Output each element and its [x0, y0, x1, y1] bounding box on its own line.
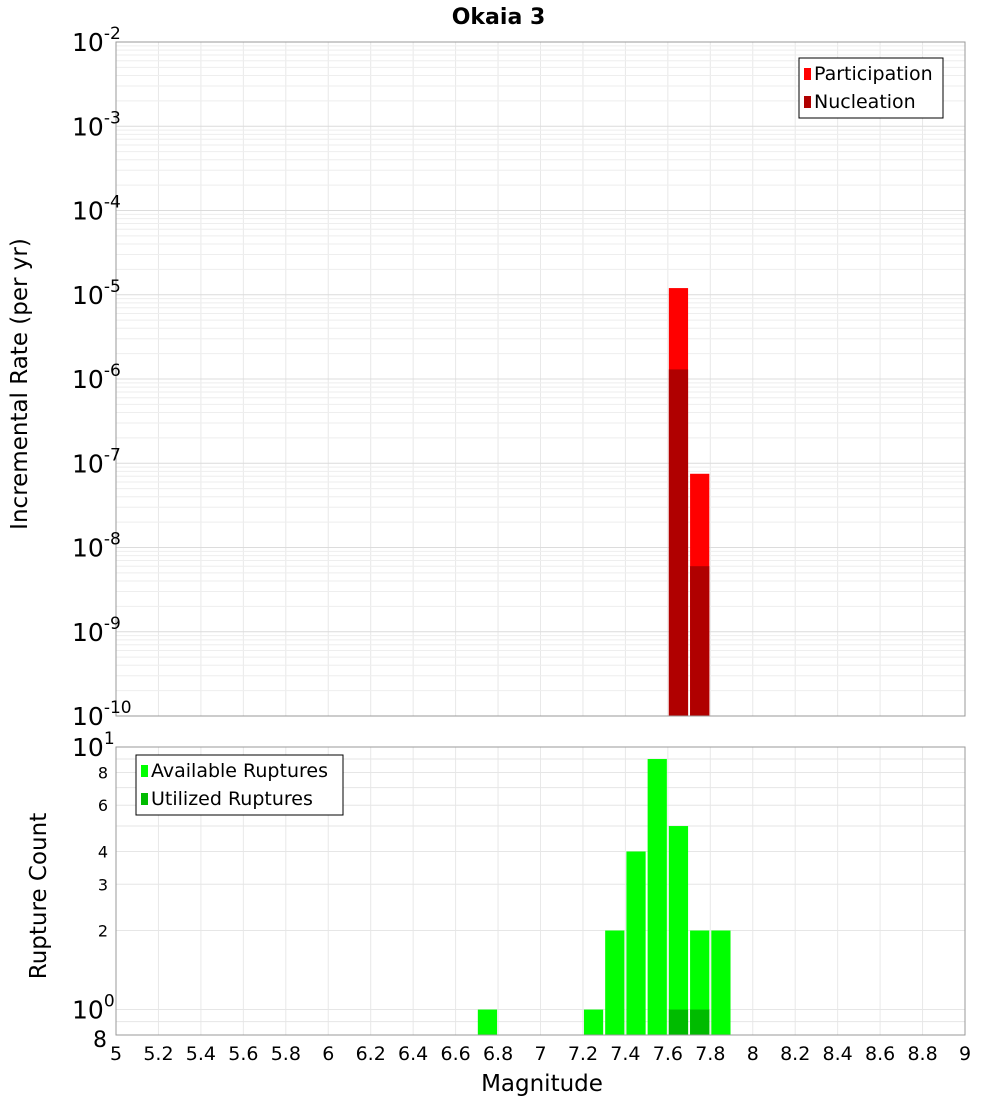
bottom-bar-available-ruptures: [626, 851, 646, 1035]
bottom-ytick-minor-label: 8: [93, 1028, 107, 1053]
xtick-label: 5.2: [143, 1043, 173, 1065]
bottom-bar-available-ruptures: [690, 930, 710, 1035]
bottom-ytick-minor-label: 3: [98, 875, 108, 894]
top-ytick-label: 10-5: [72, 277, 121, 310]
top-ytick-label: 10-4: [72, 193, 121, 226]
xtick-label: 8.4: [823, 1043, 853, 1065]
xtick-label: 8.6: [865, 1043, 895, 1065]
bottom-ytick-major-label: 101: [72, 729, 115, 762]
top-legend-label: Nucleation: [814, 91, 916, 113]
top-bar-nucleation: [690, 566, 710, 716]
bottom-ytick-major-label: 100: [72, 992, 115, 1025]
xtick-label: 7.4: [610, 1043, 640, 1065]
bottom-legend-label: Utilized Ruptures: [151, 788, 313, 810]
bottom-bar-available-ruptures: [477, 1009, 498, 1035]
xtick-label: 6.2: [356, 1043, 386, 1065]
xtick-label: 5.4: [186, 1043, 216, 1065]
top-plot-frame: [115, 41, 966, 717]
top-ytick-label: 10-6: [72, 361, 121, 394]
bottom-bar-available-ruptures: [583, 1009, 604, 1035]
xtick-label: 5: [110, 1043, 122, 1065]
bottom-ytick-minor-label: 6: [98, 796, 108, 815]
xtick-label: 6: [322, 1043, 334, 1065]
top-y-axis-title: Incremental Rate (per yr): [7, 238, 33, 530]
top-grid: [115, 42, 966, 717]
xtick-label: 8.2: [780, 1043, 810, 1065]
xtick-label: 6.4: [398, 1043, 428, 1065]
xtick-label: 7: [534, 1043, 546, 1065]
xtick-label: 7.8: [695, 1043, 725, 1065]
bottom-bar-available-ruptures: [647, 759, 667, 1035]
top-ytick-label: 10-10: [72, 698, 132, 731]
top-legend-swatch: [804, 96, 811, 108]
bottom-bar-available-ruptures: [605, 930, 625, 1035]
bottom-bar-utilized-ruptures: [668, 1009, 689, 1035]
bottom-ytick-minor-label: 8: [98, 763, 108, 782]
bottom-legend-box: [135, 754, 344, 816]
bottom-ytick-minor-label: 2: [98, 922, 108, 941]
xtick-label: 6.8: [483, 1043, 513, 1065]
xtick-label: 5.6: [228, 1043, 258, 1065]
bottom-bar-available-ruptures: [668, 826, 689, 1035]
top-ytick-label: 10-8: [72, 530, 121, 563]
chart-title: Okaia 3: [452, 5, 546, 30]
bottom-plot-frame: [115, 746, 966, 1036]
bottom-y-axis-title: Rupture Count: [26, 813, 52, 979]
xtick-label: 8: [747, 1043, 759, 1065]
top-legend: Participation Nucleation: [798, 57, 944, 119]
bottom-legend: Available Ruptures Utilized Ruptures: [135, 754, 344, 816]
xtick-label: 6.6: [440, 1043, 470, 1065]
bottom-legend-swatch: [141, 793, 148, 805]
xtick-label: 8.8: [907, 1043, 937, 1065]
top-legend-label: Participation: [814, 63, 933, 85]
bottom-bar-utilized-ruptures: [690, 1009, 710, 1035]
top-ytick-label: 10-7: [72, 445, 121, 478]
xtick-label: 7.2: [568, 1043, 598, 1065]
bottom-legend-swatch: [141, 765, 148, 777]
bottom-bar-available-ruptures: [711, 930, 731, 1035]
top-bar-nucleation: [668, 369, 689, 716]
top-legend-swatch: [804, 68, 811, 80]
x-axis-title: Magnitude: [481, 1071, 603, 1097]
top-ytick-label: 10-2: [72, 24, 121, 57]
xtick-label: 7.6: [653, 1043, 683, 1065]
bottom-ytick-minor-label: 4: [98, 842, 108, 861]
top-ytick-label: 10-3: [72, 108, 121, 141]
xtick-label: 5.8: [271, 1043, 301, 1065]
xtick-label: 9: [959, 1043, 971, 1065]
top-ytick-label: 10-9: [72, 614, 121, 647]
top-legend-box: [798, 57, 944, 119]
bottom-legend-label: Available Ruptures: [151, 760, 328, 782]
